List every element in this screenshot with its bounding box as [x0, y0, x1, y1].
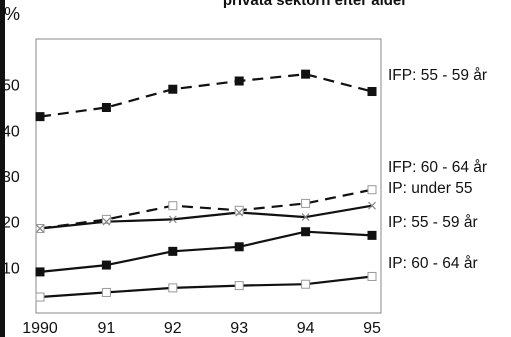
data-point: [35, 267, 45, 277]
legend-label: IFP: 55 - 59 år: [388, 67, 487, 84]
x-tick-label: 92: [164, 320, 182, 337]
data-point: [367, 230, 377, 240]
data-point: [235, 208, 244, 217]
data-point: [367, 271, 377, 281]
data-point: [301, 227, 311, 237]
plot-area: [35, 38, 382, 314]
data-point: [168, 201, 178, 211]
data-point: [102, 217, 111, 226]
data-point: [301, 279, 311, 289]
y-axis: 10 20 30 40 50: [2, 78, 20, 278]
data-point: [301, 198, 311, 208]
series-markers: [35, 69, 377, 302]
legend-label: IP: 55 - 59 år: [388, 214, 478, 231]
chart-title: privata sektorn efter ålder: [223, 0, 407, 9]
data-point: [101, 214, 111, 224]
y-axis-label: %: [4, 4, 20, 24]
data-point: [35, 112, 45, 122]
x-tick-label: 95: [363, 320, 381, 337]
data-point: [101, 287, 111, 297]
data-point: [101, 260, 111, 270]
data-point: [168, 215, 177, 224]
series-lines: [39, 73, 373, 299]
x-axis: 1990 91 92 93 94 95: [22, 320, 381, 337]
data-point: [301, 213, 310, 222]
data-point: [234, 281, 244, 291]
data-point: [367, 185, 377, 195]
y-tick-label: 10: [2, 260, 20, 277]
data-point: [168, 84, 178, 94]
y-tick-label: 20: [2, 215, 20, 232]
x-tick-label: 91: [98, 320, 116, 337]
x-tick-label: 1990: [22, 320, 58, 337]
legend-label: IP: 60 - 64 år: [388, 255, 478, 272]
data-point: [234, 205, 244, 215]
x-tick-label: 93: [230, 320, 248, 337]
series-line: [39, 204, 373, 230]
legend: IFP: 55 - 59 år IFP: 60 - 64 år IP: under …: [388, 67, 487, 272]
data-point: [368, 201, 376, 210]
data-point: [168, 283, 178, 293]
series-line: [39, 230, 373, 273]
data-point: [301, 69, 311, 79]
data-point: [168, 246, 178, 256]
y-tick-label: 40: [2, 123, 20, 140]
data-point: [367, 87, 377, 97]
scan-edge: [0, 0, 5, 337]
x-tick-label: 94: [297, 320, 315, 337]
series-line: [39, 188, 373, 230]
y-tick-label: 50: [2, 78, 20, 95]
data-point: [36, 224, 44, 233]
data-point: [35, 292, 45, 302]
legend-label: IFP: 60 - 64 år: [388, 159, 487, 176]
legend-label: IP: under 55: [388, 180, 472, 197]
data-point: [101, 103, 111, 112]
y-tick-label: 30: [2, 169, 20, 186]
data-point: [234, 242, 244, 252]
data-point: [234, 76, 244, 86]
series-line: [39, 275, 373, 299]
series-line: [39, 73, 373, 118]
